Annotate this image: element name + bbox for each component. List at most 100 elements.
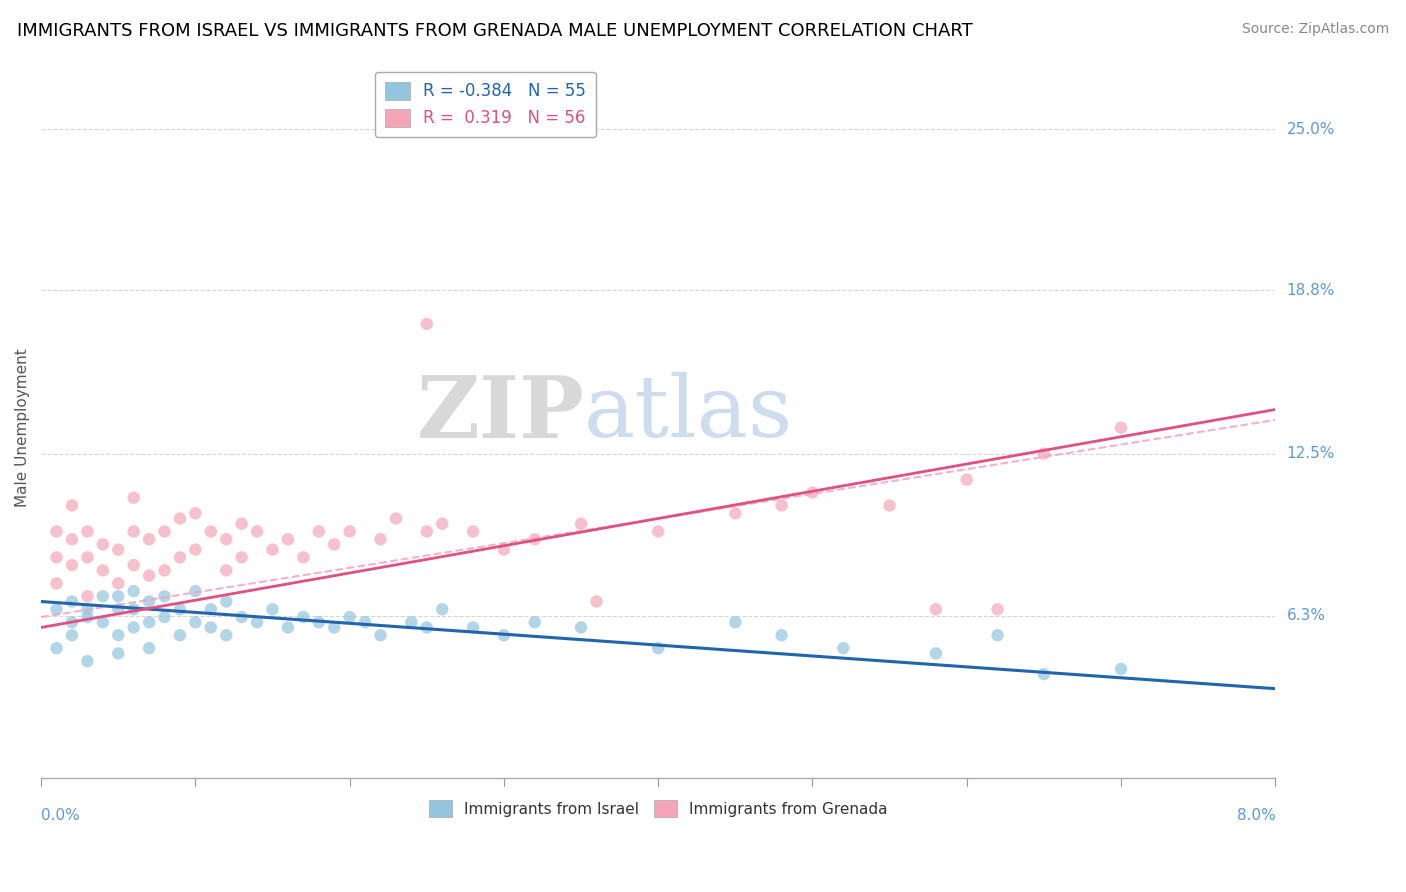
Point (401, 615, 423, 630)
Point (107, 590, 129, 604)
Point (184, 506, 207, 520)
Text: Source: ZipAtlas.com: Source: ZipAtlas.com (1241, 22, 1389, 37)
Point (1109, 662, 1132, 676)
Point (45, 550, 67, 565)
Point (262, 602, 284, 616)
Point (416, 620, 439, 634)
Point (60, 594, 83, 608)
Point (76, 550, 98, 565)
Point (45, 641, 67, 656)
Point (60, 628, 83, 642)
Point (122, 602, 145, 616)
Point (770, 499, 793, 513)
Point (60, 533, 83, 547)
Point (91, 615, 114, 630)
Point (354, 615, 377, 630)
Point (200, 524, 222, 539)
Point (277, 620, 299, 634)
Point (107, 576, 129, 591)
Point (925, 602, 948, 616)
Point (370, 628, 392, 642)
Point (523, 533, 546, 547)
Point (76, 524, 98, 539)
Point (416, 524, 439, 539)
Point (1109, 420, 1132, 434)
Point (724, 506, 747, 520)
Point (647, 641, 669, 656)
Point (153, 590, 176, 604)
Text: 12.5%: 12.5% (1286, 446, 1334, 461)
Point (60, 499, 83, 513)
Point (801, 485, 824, 500)
Point (461, 620, 484, 634)
Point (231, 516, 253, 531)
Point (122, 584, 145, 599)
Point (385, 511, 408, 525)
Point (956, 473, 979, 487)
Point (169, 628, 191, 642)
Point (91, 563, 114, 577)
Point (169, 550, 191, 565)
Text: 18.8%: 18.8% (1286, 283, 1334, 298)
Y-axis label: Male Unemployment: Male Unemployment (15, 348, 30, 507)
Text: 0.0%: 0.0% (41, 808, 80, 823)
Point (153, 524, 176, 539)
Point (569, 516, 592, 531)
Point (987, 602, 1010, 616)
Point (184, 542, 207, 557)
Point (987, 628, 1010, 642)
Point (215, 563, 238, 577)
Point (76, 610, 98, 624)
Point (461, 524, 484, 539)
Point (107, 602, 129, 616)
Point (138, 641, 160, 656)
Point (169, 602, 191, 616)
Point (246, 524, 269, 539)
Point (91, 537, 114, 551)
Point (122, 558, 145, 573)
Point (1032, 447, 1054, 461)
Point (523, 615, 546, 630)
Point (323, 620, 346, 634)
Point (585, 594, 607, 608)
Point (138, 615, 160, 630)
Point (138, 568, 160, 582)
Point (169, 511, 191, 525)
Point (215, 628, 238, 642)
Text: ZIP: ZIP (416, 372, 583, 456)
Point (370, 533, 392, 547)
Point (308, 615, 330, 630)
Point (45, 602, 67, 616)
Point (1032, 667, 1054, 681)
Point (246, 615, 269, 630)
Point (231, 550, 253, 565)
Point (200, 620, 222, 634)
Point (339, 610, 361, 624)
Point (184, 615, 207, 630)
Point (292, 610, 315, 624)
Point (323, 537, 346, 551)
Point (45, 576, 67, 591)
Point (432, 516, 454, 531)
Text: 6.3%: 6.3% (1286, 608, 1326, 624)
Legend: Immigrants from Israel, Immigrants from Grenada: Immigrants from Israel, Immigrants from … (423, 794, 894, 822)
Point (724, 615, 747, 630)
Point (45, 524, 67, 539)
Point (60, 558, 83, 573)
Point (107, 628, 129, 642)
Point (153, 610, 176, 624)
Point (925, 647, 948, 661)
Point (231, 610, 253, 624)
Point (138, 594, 160, 608)
Point (122, 620, 145, 634)
Point (215, 533, 238, 547)
Point (432, 602, 454, 616)
Point (76, 602, 98, 616)
Text: atlas: atlas (583, 372, 793, 455)
Point (492, 628, 515, 642)
Point (308, 524, 330, 539)
Point (76, 654, 98, 668)
Point (215, 594, 238, 608)
Point (200, 602, 222, 616)
Point (262, 542, 284, 557)
